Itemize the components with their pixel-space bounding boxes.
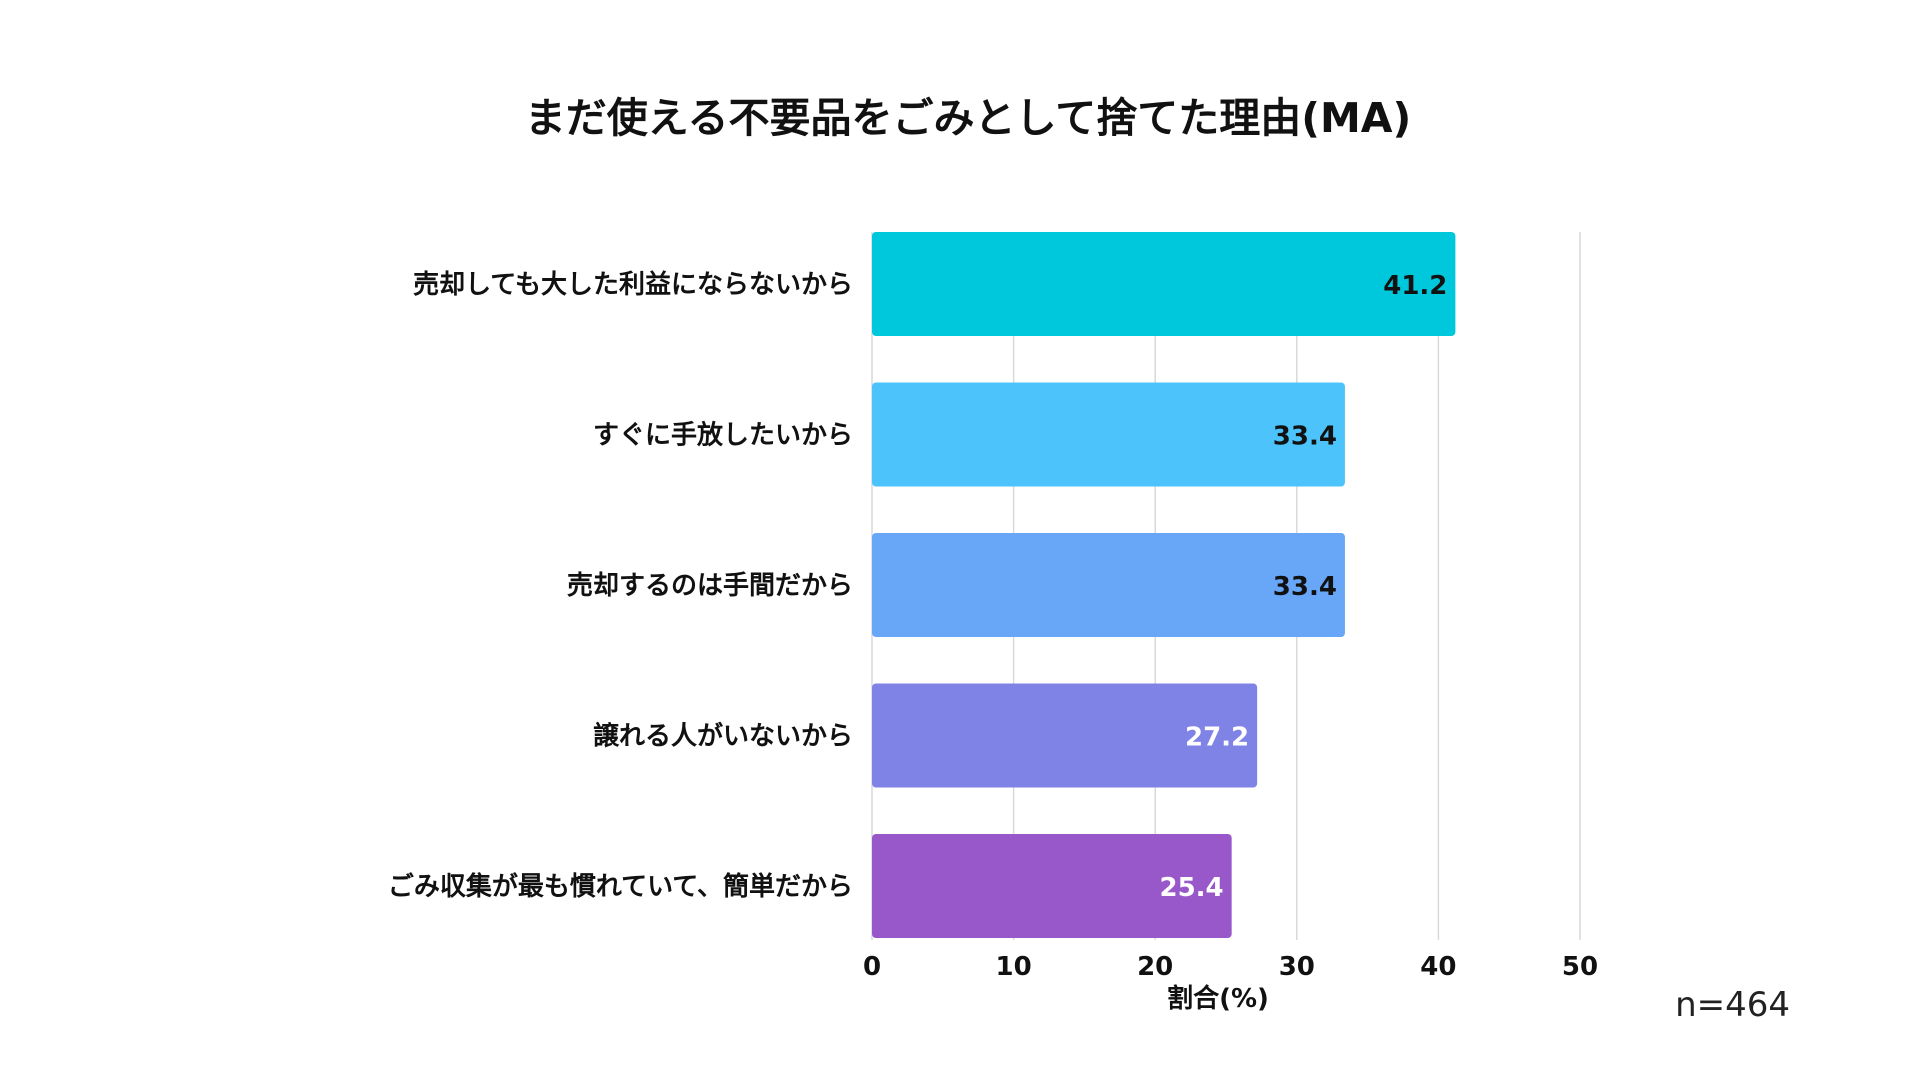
category-label-3: 売却するのは手間だから xyxy=(567,571,853,601)
x-tick-label-40: 40 xyxy=(1420,952,1456,982)
bar-4 xyxy=(872,683,1258,788)
value-label-1: 41.2 xyxy=(1383,271,1447,301)
x-tick-label-0: 0 xyxy=(863,952,881,982)
value-label-4: 27.2 xyxy=(1185,723,1249,753)
category-label-1: 売却しても大した利益にならないから xyxy=(413,270,853,300)
bars xyxy=(872,232,1456,938)
x-tick-label-10: 10 xyxy=(996,952,1032,982)
x-tick-label-50: 50 xyxy=(1562,952,1598,982)
bar-3 xyxy=(872,533,1345,637)
value-label-3: 33.4 xyxy=(1273,572,1337,602)
value-labels: 41.2 33.4 33.4 27.2 25.4 xyxy=(1160,271,1448,903)
bar-2 xyxy=(872,382,1345,487)
sample-size-note: n=464 xyxy=(1675,985,1790,1025)
value-label-5: 25.4 xyxy=(1160,873,1224,903)
chart-title: まだ使える不要品をごみとして捨てた理由(MA) xyxy=(525,94,1412,142)
category-labels: 売却しても大した利益にならないからすぐに手放したいから売却するのは手間だから譲れ… xyxy=(388,270,853,902)
value-label-2: 33.4 xyxy=(1273,422,1337,452)
category-label-4: 譲れる人がいないから xyxy=(593,721,853,752)
bar-5 xyxy=(872,834,1232,938)
category-label-2: すぐに手放したいから xyxy=(593,420,853,451)
category-label-5: ごみ収集が最も慣れていて、簡単だから xyxy=(388,871,853,902)
bar-1 xyxy=(872,232,1456,336)
x-tick-label-30: 30 xyxy=(1279,952,1315,982)
x-axis-title: 割合(%) xyxy=(1167,983,1269,1014)
x-tick-label-20: 20 xyxy=(1137,952,1173,982)
x-axis-ticks: 0 10 20 30 40 50 xyxy=(863,952,1598,982)
